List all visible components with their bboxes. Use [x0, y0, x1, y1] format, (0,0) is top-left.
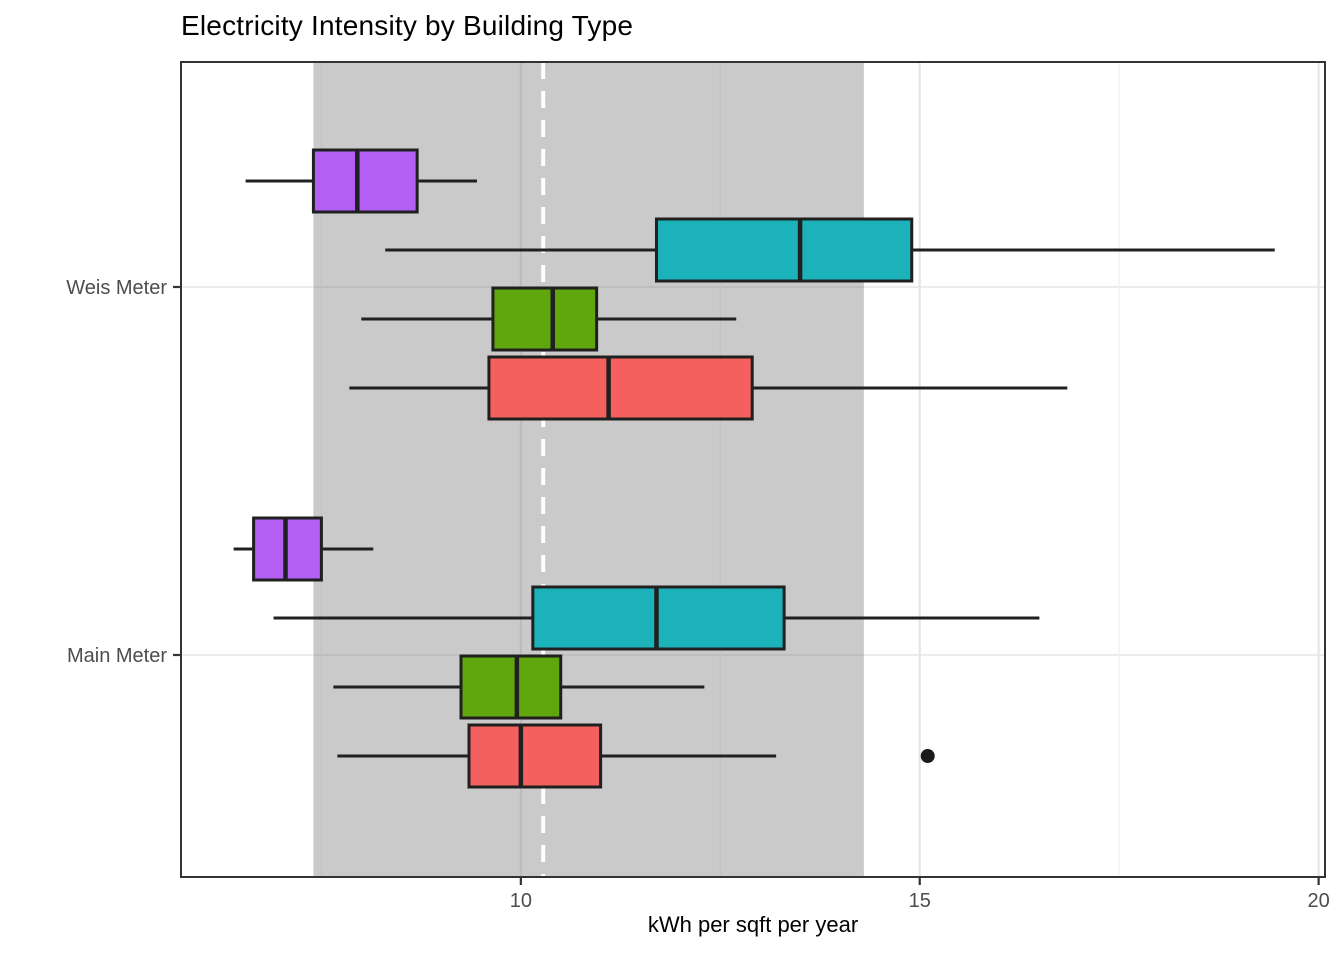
box-main-meter-green [459, 654, 563, 720]
y-axis-label: Weis Meter [66, 277, 167, 299]
x-tick-label: 15 [909, 890, 931, 912]
box-weis-meter-green [491, 286, 599, 352]
panel-border [180, 61, 1326, 878]
box-weis-meter-red [487, 355, 754, 421]
box-main-meter-red [467, 723, 603, 789]
chart-title: Electricity Intensity by Building Type [181, 10, 634, 41]
x-tick-label: 10 [510, 890, 532, 912]
x-tick-label: 20 [1307, 890, 1329, 912]
box-main-meter-red-outlier-point [920, 749, 935, 763]
box-weis-meter-teal [654, 217, 914, 283]
box-weis-meter-purple [311, 148, 419, 214]
y-axis-label: Main Meter [67, 645, 167, 667]
x-axis-title: kWh per sqft per year [647, 912, 859, 937]
